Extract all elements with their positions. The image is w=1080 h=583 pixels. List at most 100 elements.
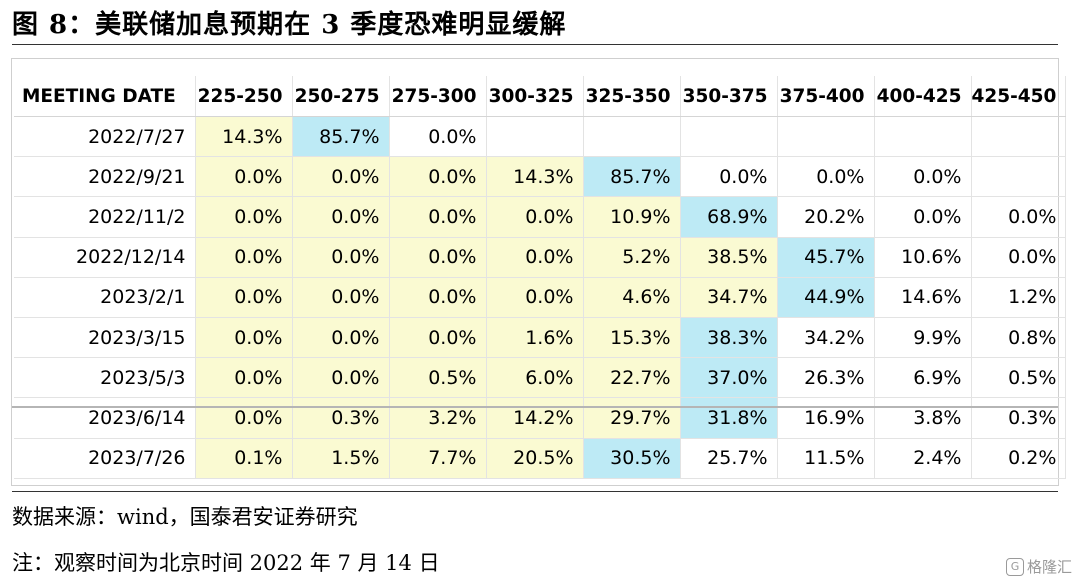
column-header-range: 275-300	[389, 76, 487, 117]
probability-cell	[971, 156, 1067, 198]
probability-cell: 15.3%	[583, 317, 681, 359]
meeting-date-cell: 2023/2/1	[14, 277, 196, 318]
probability-cell: 2.4%	[874, 438, 972, 479]
probability-cell: 0.0%	[195, 277, 293, 318]
probability-cell: 1.5%	[292, 438, 390, 479]
meeting-date-cell: 2022/12/14	[14, 237, 196, 278]
probability-cell: 0.0%	[195, 397, 293, 439]
probability-cell: 0.0%	[389, 116, 487, 158]
probability-cell: 0.0%	[680, 156, 778, 198]
probability-cell: 34.2%	[777, 317, 875, 359]
probability-cell: 9.9%	[874, 317, 972, 359]
probability-cell: 22.7%	[583, 357, 681, 399]
probability-cell: 0.0%	[777, 156, 875, 198]
probability-cell: 0.0%	[292, 357, 390, 399]
column-header-range: 400-425	[874, 76, 972, 117]
probability-cell: 10.9%	[583, 196, 681, 238]
probability-cell-max: 44.9%	[777, 277, 875, 318]
meeting-date-cell: 2022/11/2	[14, 196, 196, 238]
probability-cell: 0.1%	[195, 438, 293, 479]
probability-cell: 0.8%	[971, 317, 1067, 359]
table-row: 2022/9/21 0.0% 0.0% 0.0% 14.3% 85.7% 0.0% 0.0% 0…	[14, 156, 1067, 198]
probability-cell: 26.3%	[777, 357, 875, 399]
table-row: 2023/2/1 0.0% 0.0% 0.0% 0.0% 4.6% 34.7% 44.9% 14…	[14, 277, 1067, 318]
probability-cell: 0.0%	[292, 317, 390, 359]
probability-cell: 0.3%	[971, 397, 1067, 439]
probability-cell: 0.0%	[195, 237, 293, 278]
probability-cell: 0.0%	[971, 196, 1067, 238]
probability-cell: 0.5%	[389, 357, 487, 399]
bottom-rule	[12, 491, 1058, 492]
table-row: 2022/12/14 0.0% 0.0% 0.0% 0.0% 5.2% 38.5% 45.7%…	[14, 237, 1067, 278]
table-row: 2023/7/26 0.1% 1.5% 7.7% 20.5% 30.5% 25.7% 11.5…	[14, 438, 1067, 479]
meeting-date-cell: 2022/9/21	[14, 156, 196, 198]
probability-cell: 14.2%	[486, 397, 584, 439]
table-row: 2023/3/15 0.0% 0.0% 0.0% 1.6% 15.3% 38.3% 34.2%…	[14, 317, 1067, 359]
probability-cell: 38.5%	[680, 237, 778, 278]
probability-cell: 0.0%	[486, 277, 584, 318]
column-header-range: 225-250	[195, 76, 293, 117]
probability-cell: 0.0%	[292, 196, 390, 238]
watermark: G 格隆汇	[1005, 556, 1072, 577]
probability-cell: 0.0%	[389, 317, 487, 359]
probability-cell: 0.0%	[389, 196, 487, 238]
table-row: 2022/7/27 14.3% 85.7% 0.0%	[14, 116, 1067, 158]
probability-cell: 4.6%	[583, 277, 681, 318]
probability-cell: 11.5%	[777, 438, 875, 479]
probability-cell: 0.0%	[195, 156, 293, 198]
probability-cell: 0.0%	[195, 357, 293, 399]
row-divider	[12, 406, 1058, 408]
table-body: 2022/7/27 14.3% 85.7% 0.0% 2022/9/21 0.0% 0.0%…	[14, 116, 1067, 479]
probability-cell: 0.0%	[486, 237, 584, 278]
probability-cell	[583, 116, 681, 158]
probability-cell: 3.2%	[389, 397, 487, 439]
column-header-range: 425-450	[971, 76, 1067, 117]
probability-cell: 0.0%	[292, 156, 390, 198]
probability-cell: 0.0%	[195, 317, 293, 359]
probability-cell: 1.6%	[486, 317, 584, 359]
probability-cell: 34.7%	[680, 277, 778, 318]
table-row: 2022/11/2 0.0% 0.0% 0.0% 0.0% 10.9% 68.9% 20.2%…	[14, 196, 1067, 238]
probability-table: MEETING DATE 225-250 250-275 275-300 300-325…	[14, 76, 1067, 479]
probability-cell-max: 31.8%	[680, 397, 778, 439]
probability-cell: 25.7%	[680, 438, 778, 479]
meeting-date-cell: 2023/6/14	[14, 397, 196, 439]
probability-cell: 20.5%	[486, 438, 584, 479]
probability-cell: 10.6%	[874, 237, 972, 278]
probability-cell: 0.0%	[389, 156, 487, 198]
probability-cell	[874, 116, 972, 158]
meeting-date-cell: 2022/7/27	[14, 116, 196, 158]
watermark-logo-icon: G	[1005, 557, 1024, 576]
probability-cell: 29.7%	[583, 397, 681, 439]
probability-cell: 0.5%	[971, 357, 1067, 399]
source-text: 数据来源：wind，国泰君安证券研究	[12, 505, 358, 529]
header-row: MEETING DATE 225-250 250-275 275-300 300-325…	[14, 76, 1067, 117]
probability-cell: 0.0%	[971, 237, 1067, 278]
figure-title: 图 8：美联储加息预期在 3 季度恐难明显缓解	[12, 10, 567, 40]
title-rule	[12, 44, 1058, 45]
probability-cell: 0.0%	[389, 277, 487, 318]
probability-cell: 20.2%	[777, 196, 875, 238]
column-header-range: 300-325	[486, 76, 584, 117]
table-row: 2023/6/14 0.0% 0.3% 3.2% 14.2% 29.7% 31.8% 16.9…	[14, 397, 1067, 439]
probability-cell: 0.0%	[874, 196, 972, 238]
probability-cell: 3.8%	[874, 397, 972, 439]
probability-cell	[971, 116, 1067, 158]
probability-cell: 6.9%	[874, 357, 972, 399]
probability-cell	[777, 116, 875, 158]
probability-cell	[680, 116, 778, 158]
probability-cell-max: 37.0%	[680, 357, 778, 399]
probability-cell-max: 38.3%	[680, 317, 778, 359]
probability-cell: 6.0%	[486, 357, 584, 399]
probability-cell: 0.2%	[971, 438, 1067, 479]
column-header-range: 325-350	[583, 76, 681, 117]
probability-cell: 0.0%	[486, 196, 584, 238]
meeting-date-cell: 2023/5/3	[14, 357, 196, 399]
note-text: 注：观察时间为北京时间 2022 年 7 月 14 日	[12, 551, 440, 575]
column-header-date: MEETING DATE	[14, 76, 196, 117]
probability-cell: 16.9%	[777, 397, 875, 439]
column-header-range: 375-400	[777, 76, 875, 117]
column-header-range: 350-375	[680, 76, 778, 117]
probability-cell-max: 30.5%	[583, 438, 681, 479]
probability-cell: 5.2%	[583, 237, 681, 278]
